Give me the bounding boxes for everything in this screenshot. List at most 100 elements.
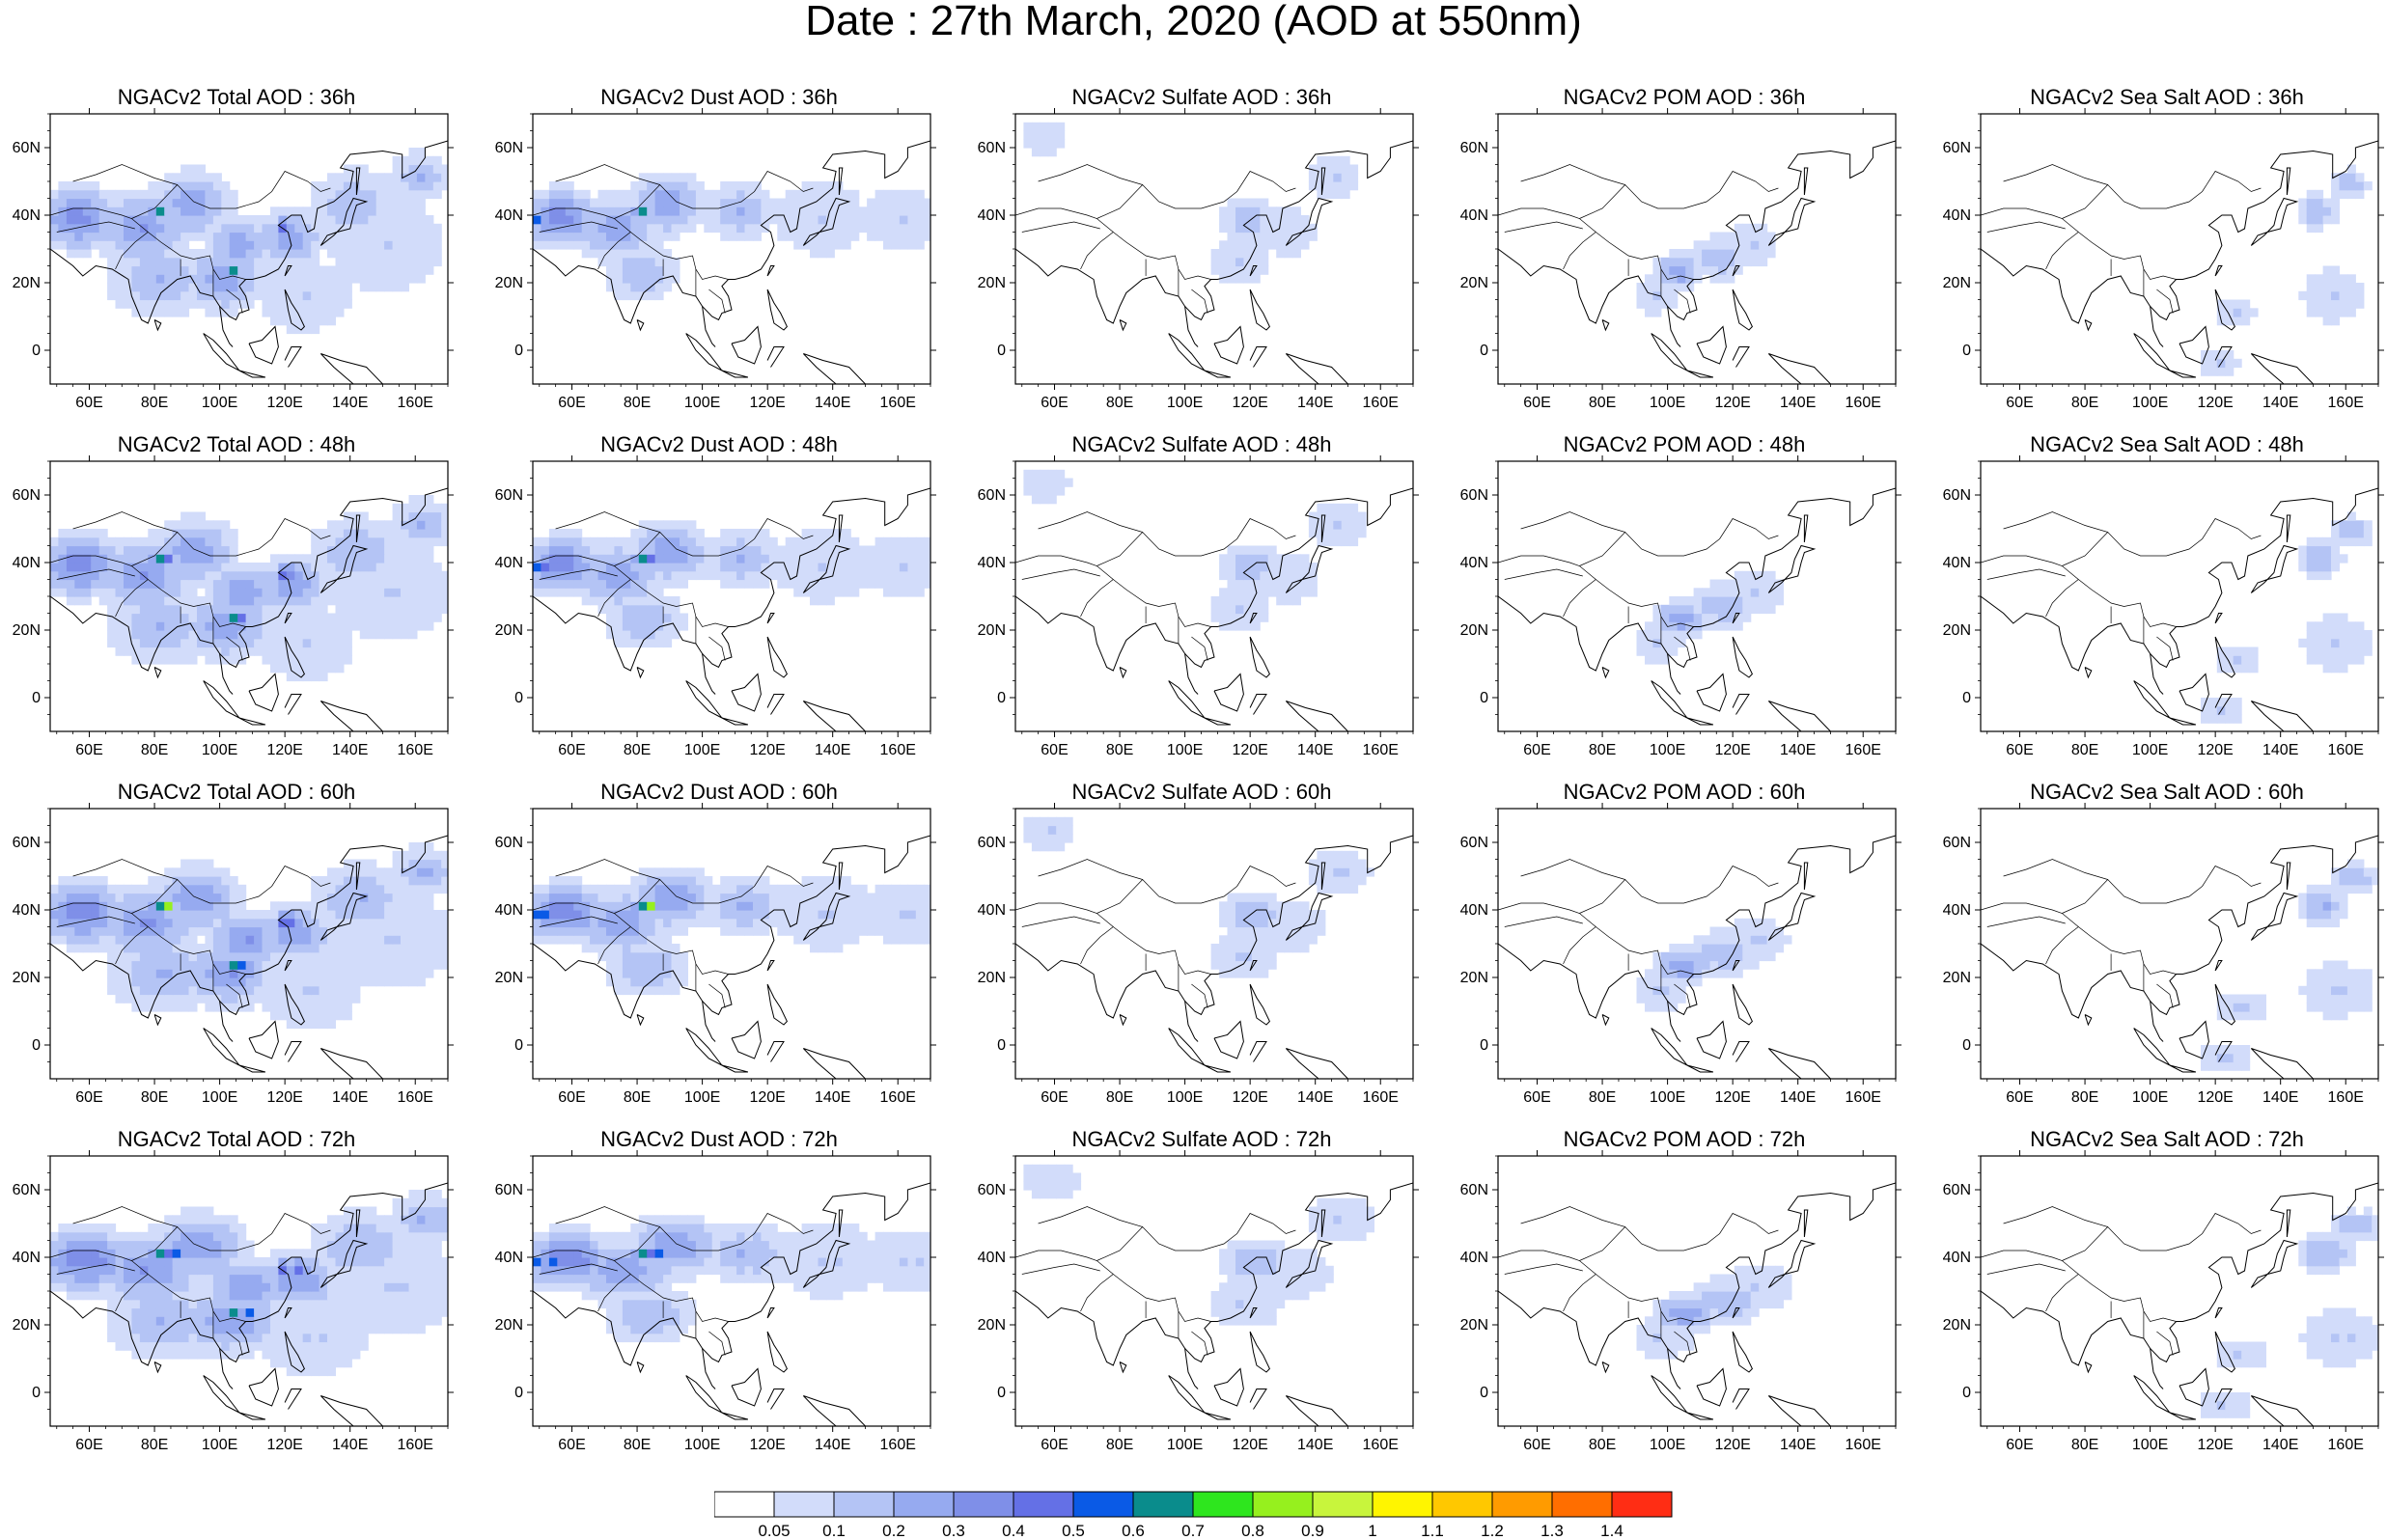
coastline: [2084, 319, 2093, 332]
aod-cell: [74, 181, 84, 191]
aod-cell: [115, 918, 125, 928]
aod-cell: [1219, 240, 1229, 250]
aod-cell: [1324, 867, 1334, 877]
aod-cell: [197, 173, 206, 182]
aod-cell: [384, 935, 394, 945]
aod-cell: [221, 265, 231, 275]
aod-cell: [2346, 520, 2356, 530]
coastline: [219, 1001, 234, 1042]
aod-cell: [311, 638, 320, 648]
aod-cell: [720, 579, 730, 589]
aod-cell: [245, 638, 255, 648]
aod-cell: [548, 529, 558, 538]
aod-cell: [2306, 893, 2316, 902]
aod-cell: [2346, 621, 2356, 631]
coastline: [1732, 346, 1750, 368]
aod-cell: [425, 579, 434, 589]
aod-cell: [1750, 257, 1760, 267]
aod-cell: [254, 613, 264, 622]
aod-cell: [327, 283, 336, 292]
aod-cell: [711, 223, 721, 234]
aod-cell: [188, 536, 198, 547]
aod-cell: [2216, 655, 2226, 665]
aod-cell: [164, 308, 174, 317]
aod-cell: [131, 918, 141, 928]
aod-cell: [1292, 249, 1301, 259]
aod-cell: [647, 638, 656, 648]
aod-cell: [753, 529, 762, 538]
coastline: [2286, 167, 2291, 196]
aod-cell: [319, 1359, 328, 1368]
aod-cell: [74, 570, 84, 581]
aod-cell: [416, 223, 426, 234]
aod-cell: [221, 232, 231, 241]
aod-cell: [606, 588, 615, 597]
aod-cell: [98, 935, 108, 945]
aod-cell: [384, 215, 394, 225]
aod-cell: [606, 545, 615, 555]
aod-cell: [1718, 265, 1727, 275]
aod-cell: [614, 545, 624, 555]
aod-cell: [351, 910, 361, 920]
aod-cell: [541, 910, 550, 920]
aod-cell: [2339, 910, 2348, 920]
aod-cell: [541, 563, 550, 572]
aod-cell: [630, 181, 640, 191]
aod-cell: [1349, 503, 1359, 513]
aod-cell: [2233, 655, 2242, 665]
aod-cell: [2322, 621, 2332, 631]
aod-cell: [408, 232, 418, 241]
aod-cell: [720, 215, 730, 225]
aod-cell: [237, 926, 247, 936]
aod-cell: [254, 588, 264, 597]
aod-cell: [915, 215, 925, 225]
aod-cell: [180, 198, 190, 207]
aod-cell: [205, 884, 214, 894]
aod-cell: [2306, 563, 2316, 572]
aod-cell: [2355, 189, 2365, 200]
aod-cell: [1251, 893, 1261, 902]
aod-cell: [401, 554, 409, 564]
aod-cell: [777, 554, 787, 564]
aod-cell: [638, 189, 648, 200]
aod-cell: [107, 257, 117, 267]
aod-cell: [98, 529, 108, 538]
aod-cell: [311, 901, 320, 911]
aod-cell: [270, 960, 279, 970]
aod-cell: [392, 588, 402, 597]
aod-cell: [155, 655, 165, 665]
aod-cell: [622, 274, 631, 284]
aod-cell: [432, 859, 442, 868]
aod-cell: [728, 189, 737, 200]
aod-cell: [614, 621, 624, 631]
aod-cell: [311, 596, 320, 606]
aod-cell: [777, 215, 787, 225]
coastline: [1204, 370, 1232, 378]
aod-cell: [924, 901, 930, 911]
aod-cell: [212, 189, 222, 200]
aod-cell: [533, 563, 541, 572]
aod-cell: [384, 604, 394, 615]
aod-cell: [319, 563, 328, 572]
aod-cell: [915, 545, 925, 555]
aod-cell: [155, 232, 165, 241]
aod-cell: [148, 198, 157, 207]
aod-cell: [302, 951, 312, 962]
aod-cell: [2331, 621, 2340, 631]
aod-cell: [172, 290, 181, 301]
aod-cell: [278, 926, 288, 936]
aod-cell: [834, 232, 844, 241]
aod-cell: [343, 951, 352, 962]
aod-cell: [311, 290, 320, 301]
aod-cell: [1775, 944, 1784, 953]
aod-cell: [172, 1325, 181, 1334]
aod-cell: [270, 223, 279, 234]
y-tick-label: 60N: [978, 487, 1006, 504]
aod-cell: [753, 579, 762, 589]
aod-cell: [2322, 545, 2332, 555]
aod-cell: [164, 638, 174, 648]
aod-cell: [286, 232, 295, 241]
aod-cell: [753, 181, 762, 191]
aod-cell: [1251, 613, 1261, 622]
